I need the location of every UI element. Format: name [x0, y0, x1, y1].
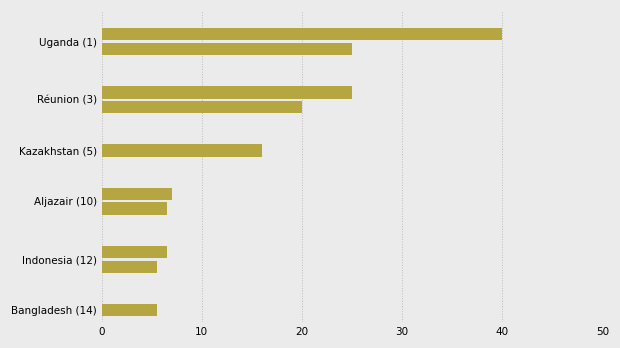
Bar [102, 144, 262, 157]
Bar [102, 246, 167, 258]
Bar [102, 304, 157, 316]
Bar [102, 101, 302, 113]
Bar [102, 43, 352, 55]
Bar [102, 188, 172, 200]
Bar [102, 261, 157, 273]
Bar [102, 28, 502, 40]
Bar [102, 86, 352, 98]
Bar [102, 203, 167, 215]
